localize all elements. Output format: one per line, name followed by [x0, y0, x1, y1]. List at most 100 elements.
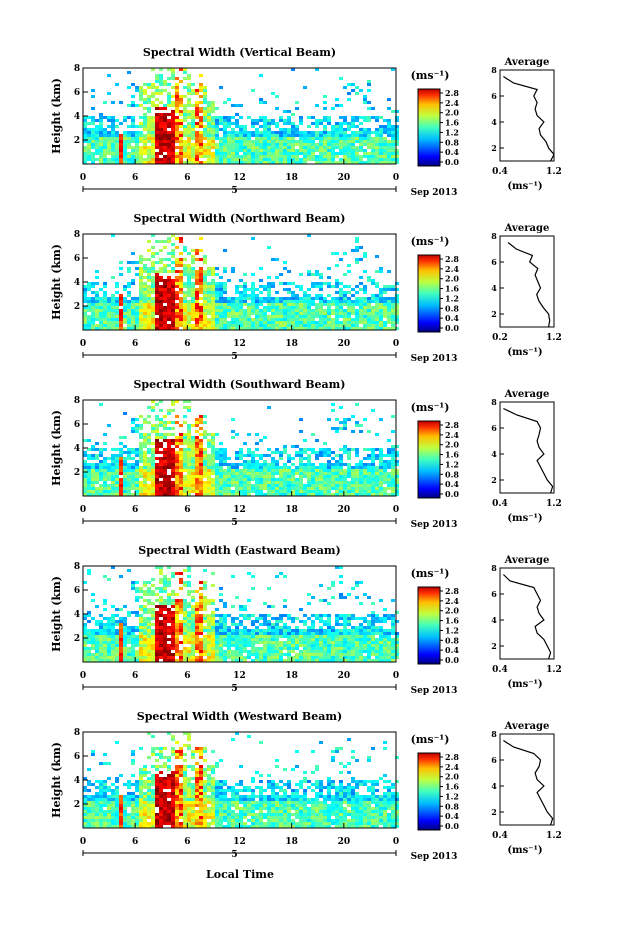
average-profile-line [503, 739, 554, 826]
colorbar-tick-label: 1.6 [445, 616, 459, 626]
date-label: Sep 2013 [411, 520, 458, 530]
colorbar [417, 752, 441, 831]
average-profile-line [502, 574, 552, 660]
average-y-tick-label: 4 [491, 449, 497, 459]
x-tick-label: 0 [393, 173, 399, 183]
average-y-tick-label: 2 [491, 309, 497, 319]
y-tick-label: 6 [74, 752, 80, 762]
average-x-tick-label: 1.2 [546, 167, 562, 177]
average-title: Average [504, 389, 550, 400]
colorbar-tick-label: 0.0 [445, 323, 459, 333]
average-y-tick-label: 4 [491, 615, 497, 625]
average-x-tick-label: 1.2 [546, 499, 562, 509]
average-y-tick-label: 2 [491, 475, 497, 485]
x-tick-label: 6 [184, 837, 190, 847]
x-tick-label: 6 [132, 173, 138, 183]
x-tick-label: 12 [233, 339, 246, 349]
average-x-tick-label: 1.2 [546, 831, 562, 841]
colorbar-tick-label: 1.2 [445, 791, 459, 801]
y-axis-label: Height (km) [50, 576, 63, 652]
panel-1: Spectral Width (Northward Beam) Height (k… [50, 212, 562, 364]
average-unit: (ms⁻¹) [507, 513, 542, 524]
colorbar [417, 88, 441, 167]
average-title: Average [504, 555, 550, 566]
x-tick-label: 20 [338, 173, 351, 183]
x-tick-label: 12 [233, 671, 246, 681]
x-tick-label: 0 [80, 837, 86, 847]
average-profile-line [503, 407, 554, 494]
average-y-tick-label: 2 [491, 807, 497, 817]
x-tick-label: 6 [184, 505, 190, 515]
average-y-tick-label: 6 [491, 755, 497, 765]
y-tick-label: 8 [74, 64, 80, 74]
colorbar-tick-label: 2.4 [445, 264, 459, 274]
y-tick-label: 2 [74, 468, 80, 478]
colorbar-tick-label: 2.8 [445, 420, 459, 430]
x-tick-label: 0 [80, 339, 86, 349]
x-tick-label: 20 [338, 837, 351, 847]
colorbar-tick-label: 0.4 [445, 147, 459, 157]
y-tick-label: 4 [74, 278, 80, 288]
colorbar-unit: (ms⁻¹) [411, 69, 450, 82]
average-frame [499, 567, 555, 660]
x-tick-label: 0 [393, 837, 399, 847]
y-tick-label: 2 [74, 136, 80, 146]
colorbar-tick-label: 0.4 [445, 811, 459, 821]
colorbar-tick-label: 0.4 [445, 313, 459, 323]
colorbar-tick-label: 2.4 [445, 596, 459, 606]
average-y-tick-label: 6 [491, 589, 497, 599]
day-label: 5 [231, 684, 237, 694]
x-tick-label: 0 [80, 173, 86, 183]
day-label: 5 [231, 518, 237, 528]
x-tick-label: 0 [80, 505, 86, 515]
x-tick-label: 6 [132, 837, 138, 847]
y-axis-label: Height (km) [50, 244, 63, 320]
colorbar-tick-label: 0.0 [445, 489, 459, 499]
colorbar-unit: (ms⁻¹) [411, 567, 450, 580]
colorbar-unit: (ms⁻¹) [411, 733, 450, 746]
x-tick-label: 18 [285, 837, 298, 847]
y-tick-label: 8 [74, 230, 80, 240]
panel-4: Spectral Width (Westward Beam) Height (km… [50, 710, 562, 862]
x-tick-label: 20 [338, 505, 351, 515]
x-tick-label: 12 [233, 173, 246, 183]
panel-3: Spectral Width (Eastward Beam) Height (km… [50, 544, 562, 696]
x-tick-label: 6 [184, 339, 190, 349]
colorbar-tick-label: 2.8 [445, 586, 459, 596]
heatmap-cells [83, 234, 399, 330]
average-y-tick-label: 2 [491, 641, 497, 651]
y-tick-label: 2 [74, 302, 80, 312]
y-tick-label: 8 [74, 562, 80, 572]
colorbar-tick-label: 0.8 [445, 635, 459, 645]
x-tick-label: 18 [285, 671, 298, 681]
average-y-tick-label: 8 [491, 397, 497, 407]
colorbar-tick-label: 0.0 [445, 655, 459, 665]
average-y-tick-label: 4 [491, 117, 497, 127]
day-label: 5 [231, 186, 237, 196]
average-unit: (ms⁻¹) [507, 347, 542, 358]
average-title: Average [504, 223, 550, 234]
colorbar-tick-label: 2.0 [445, 108, 459, 118]
average-y-tick-label: 2 [491, 143, 497, 153]
date-label: Sep 2013 [411, 686, 458, 696]
average-profile-line [507, 242, 551, 328]
colorbar-tick-label: 2.0 [445, 440, 459, 450]
average-x-tick-label: 1.2 [546, 333, 562, 343]
colorbar-tick-label: 1.2 [445, 293, 459, 303]
panel-title: Spectral Width (Eastward Beam) [138, 544, 340, 557]
average-unit: (ms⁻¹) [507, 845, 542, 856]
x-tick-label: 20 [338, 339, 351, 349]
colorbar-tick-label: 1.6 [445, 284, 459, 294]
colorbar-tick-label: 2.0 [445, 606, 459, 616]
x-tick-label: 6 [132, 671, 138, 681]
colorbar-unit: (ms⁻¹) [411, 235, 450, 248]
average-profile-line [503, 75, 555, 162]
colorbar-tick-label: 1.2 [445, 625, 459, 635]
colorbar-tick-label: 2.8 [445, 88, 459, 98]
panel-title: Spectral Width (Westward Beam) [137, 710, 342, 723]
colorbar-tick-label: 0.4 [445, 645, 459, 655]
average-x-tick-label: 0.2 [492, 333, 508, 343]
colorbar-tick-label: 0.0 [445, 157, 459, 167]
x-tick-label: 6 [184, 671, 190, 681]
